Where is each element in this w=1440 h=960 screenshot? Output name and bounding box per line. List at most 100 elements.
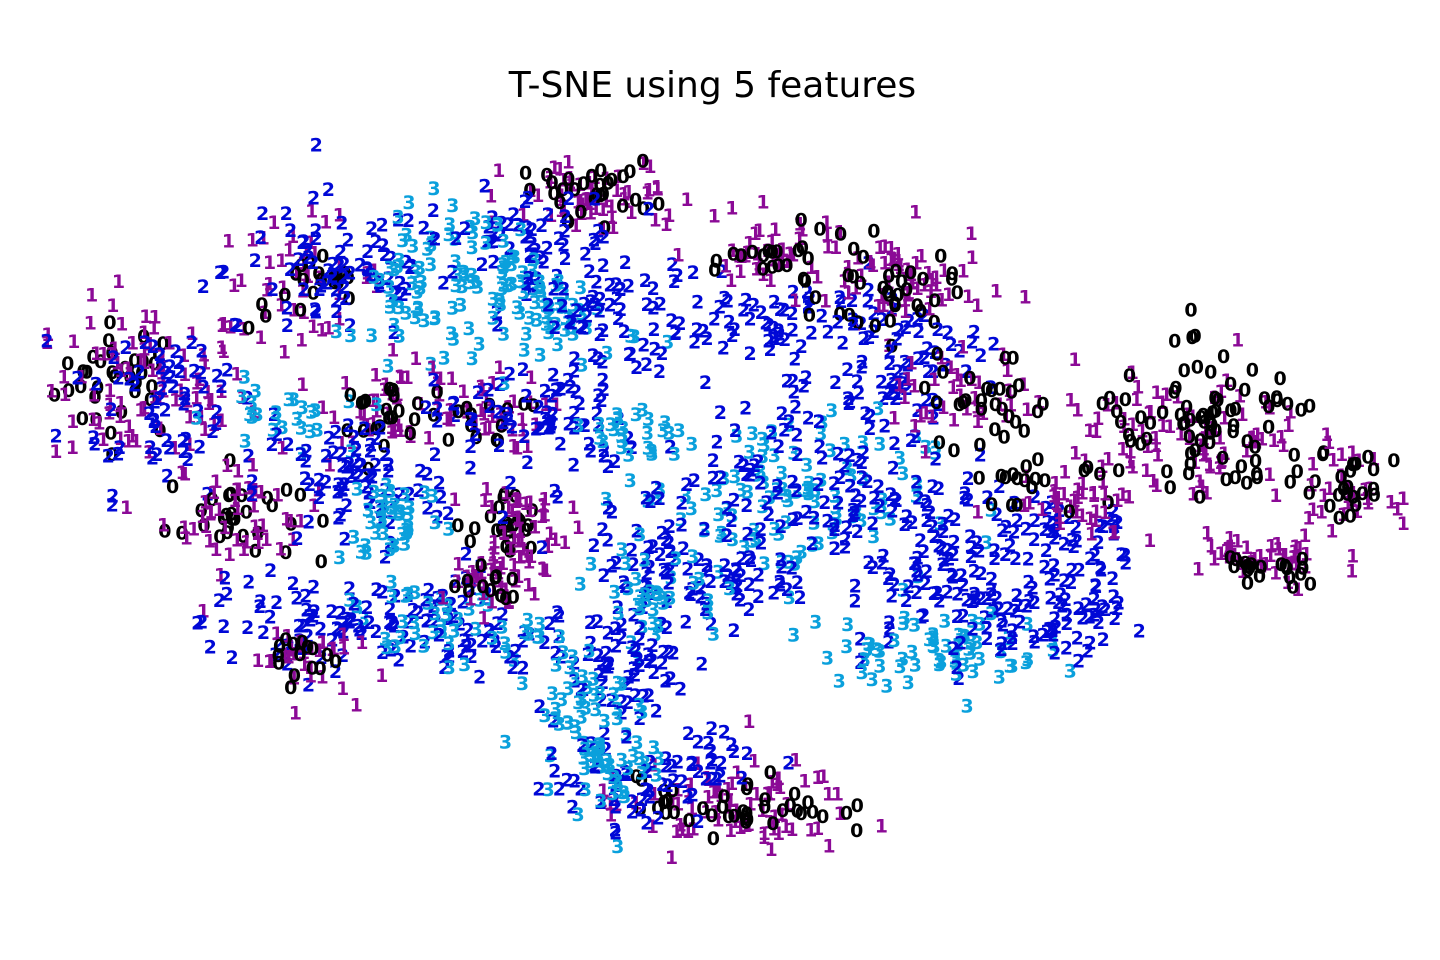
point-class-2: 2 (771, 476, 784, 498)
point-class-1: 1 (789, 290, 802, 312)
point-class-0: 0 (76, 361, 89, 383)
point-class-2: 2 (532, 397, 545, 419)
point-class-0: 0 (746, 242, 759, 264)
point-class-3: 3 (493, 291, 506, 313)
point-class-3: 3 (603, 754, 616, 776)
point-class-0: 0 (904, 262, 917, 284)
point-class-1: 1 (335, 432, 348, 454)
point-class-3: 3 (443, 214, 456, 236)
point-class-0: 0 (1238, 380, 1251, 402)
point-class-0: 0 (128, 381, 141, 403)
point-class-0: 0 (1323, 496, 1336, 518)
point-class-2: 2 (885, 585, 898, 607)
point-class-2: 2 (433, 472, 446, 494)
point-class-0: 0 (519, 519, 532, 541)
point-class-3: 3 (376, 485, 389, 507)
point-class-1: 1 (106, 295, 119, 317)
point-class-3: 3 (855, 662, 868, 684)
point-class-2: 2 (547, 278, 560, 300)
point-class-3: 3 (617, 782, 630, 804)
point-class-3: 3 (833, 671, 846, 693)
point-class-0: 0 (501, 515, 514, 537)
point-class-0: 0 (105, 444, 118, 466)
point-class-0: 0 (222, 485, 235, 507)
point-class-1: 1 (207, 414, 220, 436)
point-class-2: 2 (548, 480, 561, 502)
point-class-3: 3 (629, 568, 642, 590)
point-class-2: 2 (1066, 530, 1079, 552)
point-class-0: 0 (504, 531, 517, 553)
point-class-0: 0 (1368, 485, 1381, 507)
point-class-3: 3 (383, 539, 396, 561)
point-class-3: 3 (267, 420, 280, 442)
point-class-0: 0 (135, 363, 148, 385)
point-class-2: 2 (675, 493, 688, 515)
point-class-0: 0 (997, 427, 1010, 449)
point-class-2: 2 (281, 315, 294, 337)
point-class-2: 2 (375, 490, 388, 512)
point-class-2: 2 (102, 446, 115, 468)
point-class-1: 1 (487, 538, 500, 560)
point-class-3: 3 (579, 698, 592, 720)
point-class-0: 0 (370, 418, 383, 440)
point-class-2: 2 (735, 768, 748, 790)
point-class-3: 3 (409, 307, 422, 329)
point-class-2: 2 (292, 249, 305, 271)
point-class-1: 1 (245, 485, 258, 507)
point-class-3: 3 (342, 391, 355, 413)
point-class-2: 2 (309, 228, 322, 250)
point-class-0: 0 (1174, 404, 1187, 426)
point-class-0: 0 (1235, 456, 1248, 478)
point-class-2: 2 (337, 267, 350, 289)
point-class-2: 2 (698, 519, 711, 541)
point-class-1: 1 (113, 406, 126, 428)
point-class-3: 3 (411, 282, 424, 304)
point-class-1: 1 (483, 417, 496, 439)
point-class-2: 2 (640, 294, 653, 316)
point-class-2: 2 (974, 345, 987, 367)
point-class-1: 1 (153, 388, 166, 410)
point-class-1: 1 (114, 428, 127, 450)
point-class-3: 3 (873, 641, 886, 663)
point-class-1: 1 (956, 336, 969, 358)
point-class-2: 2 (327, 442, 340, 464)
point-class-2: 2 (361, 241, 374, 263)
point-class-1: 1 (394, 420, 407, 442)
point-class-0: 0 (500, 513, 513, 535)
point-class-1: 1 (370, 390, 383, 412)
point-class-3: 3 (409, 623, 422, 645)
point-class-2: 2 (472, 382, 485, 404)
point-class-2: 2 (699, 372, 712, 394)
point-class-2: 2 (210, 402, 223, 424)
point-class-0: 0 (526, 500, 539, 522)
point-class-2: 2 (71, 368, 84, 390)
point-class-0: 0 (383, 379, 396, 401)
point-class-2: 2 (1040, 540, 1053, 562)
point-class-0: 0 (129, 361, 142, 383)
point-class-1: 1 (299, 264, 312, 286)
point-class-0: 0 (294, 299, 307, 321)
point-class-1: 1 (502, 497, 515, 519)
point-class-1: 1 (414, 394, 427, 416)
point-class-1: 1 (193, 369, 206, 391)
point-class-2: 2 (740, 495, 753, 517)
point-class-0: 0 (506, 515, 519, 537)
point-class-1: 1 (466, 562, 479, 584)
point-class-3: 3 (668, 444, 681, 466)
point-class-0: 0 (511, 508, 524, 530)
point-class-0: 0 (847, 238, 860, 260)
point-class-2: 2 (995, 639, 1008, 661)
point-class-0: 0 (801, 792, 814, 814)
point-class-0: 0 (1229, 399, 1242, 421)
point-class-0: 0 (279, 542, 292, 564)
point-class-1: 1 (422, 428, 435, 450)
point-class-0: 0 (1184, 300, 1197, 322)
point-class-2: 2 (427, 200, 440, 222)
point-class-2: 2 (637, 334, 650, 356)
point-class-1: 1 (665, 847, 678, 869)
point-class-1: 1 (404, 421, 417, 443)
point-class-0: 0 (519, 163, 532, 185)
point-class-2: 2 (836, 333, 849, 355)
point-class-2: 2 (785, 558, 798, 580)
point-class-2: 2 (221, 359, 234, 381)
